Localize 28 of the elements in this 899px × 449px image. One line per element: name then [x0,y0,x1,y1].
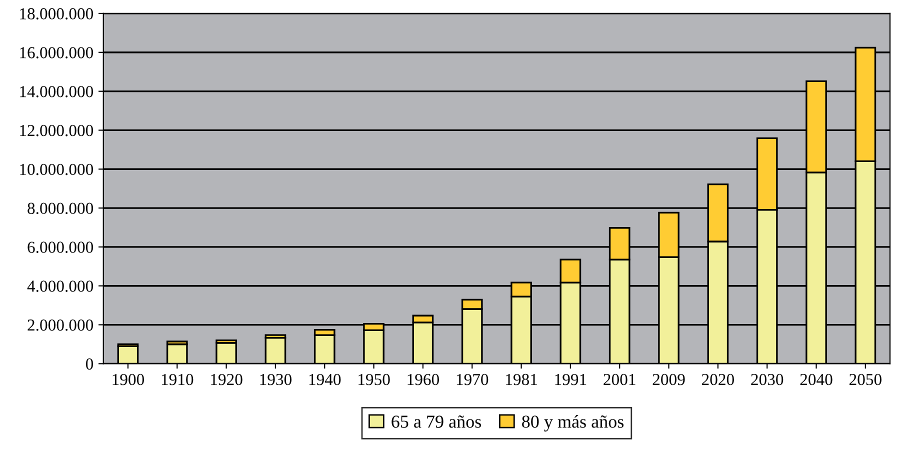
x-tick-label: 1970 [456,374,488,386]
y-tick-label: 2.000.000 [28,319,94,331]
x-tick-label: 1920 [211,374,242,386]
x-tick-label: 2009 [652,374,685,386]
x-tick-label: 1991 [555,374,586,386]
x-tick-label: 1900 [112,374,144,386]
legend-label: 65 a 79 años [392,415,481,428]
y-tick-label: 18.000.000 [20,8,94,20]
x-tick-label: 1950 [358,374,390,386]
y-tick-label: 6.000.000 [28,242,94,253]
x-tick-label: 1960 [408,374,439,386]
y-tick-label: 14.000.000 [20,86,94,98]
y-tick-label: 10.000.000 [20,164,94,176]
y-tick-label: 4.000.000 [27,280,94,292]
x-tick-label: 1981 [506,374,537,386]
x-tick-label: 1930 [260,374,292,386]
y-tick-label: 16.000.000 [20,47,94,58]
x-tick-label: 2030 [751,374,784,386]
x-tick-label: 2020 [702,374,734,386]
x-tick-label: 1940 [309,374,341,386]
x-tick-label: 2001 [604,374,636,386]
y-tick-label: 8.000.000 [28,202,94,214]
x-tick-label: 2040 [800,374,832,386]
legend-label: 80 y más años [522,415,624,432]
x-tick-label: 2050 [849,374,882,386]
x-tick-label: 1910 [162,374,194,386]
y-tick-label: 12.000.000 [20,124,94,136]
y-tick-label: 0 [86,358,94,370]
